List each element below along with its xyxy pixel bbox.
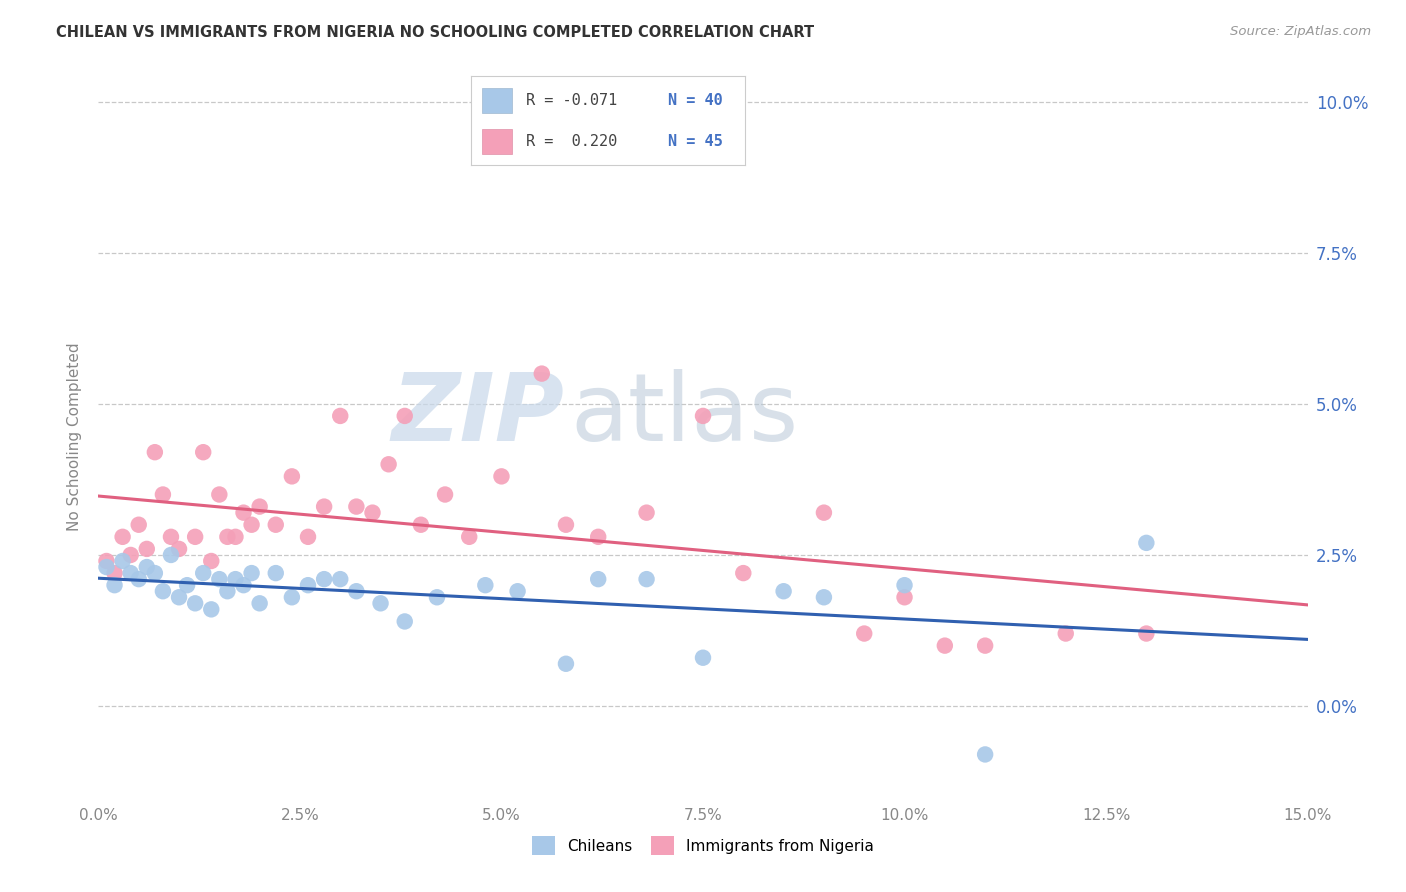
Point [264,566,287,580]
Point [974,639,997,653]
Point [361,506,384,520]
Point [200,602,222,616]
Point [394,409,416,423]
Legend: Chileans, Immigrants from Nigeria: Chileans, Immigrants from Nigeria [526,830,880,861]
Point [281,591,304,605]
Point [208,487,231,501]
Text: ZIP: ZIP [391,369,564,461]
Point [103,578,125,592]
Point [636,506,658,520]
Point [458,530,481,544]
Point [103,566,125,580]
Point [377,457,399,471]
Point [128,517,150,532]
Point [111,554,134,568]
Point [152,487,174,501]
Point [217,530,239,544]
Point [193,445,215,459]
Point [249,596,271,610]
Point [813,506,835,520]
Point [249,500,271,514]
Point [586,530,609,544]
Point [370,596,392,610]
Text: R = -0.071: R = -0.071 [526,94,617,108]
Point [193,566,215,580]
Point [111,530,134,544]
Point [586,572,609,586]
Point [96,554,118,568]
Point [264,517,287,532]
Text: N = 45: N = 45 [668,135,723,149]
Point [506,584,529,599]
Point [135,560,157,574]
Point [314,500,336,514]
Point [217,584,239,599]
Point [1135,626,1157,640]
Point [240,517,263,532]
Point [232,506,254,520]
Point [281,469,304,483]
Point [474,578,496,592]
Point [232,578,254,592]
Point [96,560,118,574]
Point [152,584,174,599]
Point [329,572,352,586]
Point [434,487,457,501]
Bar [482,129,512,154]
Point [167,591,190,605]
Point [314,572,336,586]
Point [491,469,513,483]
Point [813,591,835,605]
Point [426,591,449,605]
Point [636,572,658,586]
Text: atlas: atlas [569,369,799,461]
Point [240,566,263,580]
Point [974,747,997,762]
Point [143,445,166,459]
Point [224,530,246,544]
Point [200,554,222,568]
Point [344,500,367,514]
Point [733,566,755,580]
Point [853,626,876,640]
Point [1054,626,1077,640]
Point [160,530,183,544]
Bar [482,88,512,113]
Text: N = 40: N = 40 [668,94,723,108]
Point [128,572,150,586]
Point [224,572,246,586]
Point [135,541,157,556]
Point [120,548,142,562]
Point [394,615,416,629]
Point [184,596,207,610]
Point [555,657,578,671]
Point [692,650,714,665]
Y-axis label: No Schooling Completed: No Schooling Completed [67,343,83,532]
Point [120,566,142,580]
Text: R =  0.220: R = 0.220 [526,135,617,149]
Point [160,548,183,562]
Point [344,584,367,599]
Point [934,639,956,653]
Point [893,578,915,592]
Point [184,530,207,544]
Point [530,367,553,381]
Point [297,530,319,544]
Text: Source: ZipAtlas.com: Source: ZipAtlas.com [1230,25,1371,38]
Point [409,517,432,532]
Point [297,578,319,592]
Point [772,584,794,599]
Point [329,409,352,423]
Point [176,578,198,592]
Point [167,541,190,556]
Point [893,591,915,605]
Point [555,517,578,532]
Point [1135,536,1157,550]
Text: CHILEAN VS IMMIGRANTS FROM NIGERIA NO SCHOOLING COMPLETED CORRELATION CHART: CHILEAN VS IMMIGRANTS FROM NIGERIA NO SC… [56,25,814,40]
Point [208,572,231,586]
Point [692,409,714,423]
Point [143,566,166,580]
